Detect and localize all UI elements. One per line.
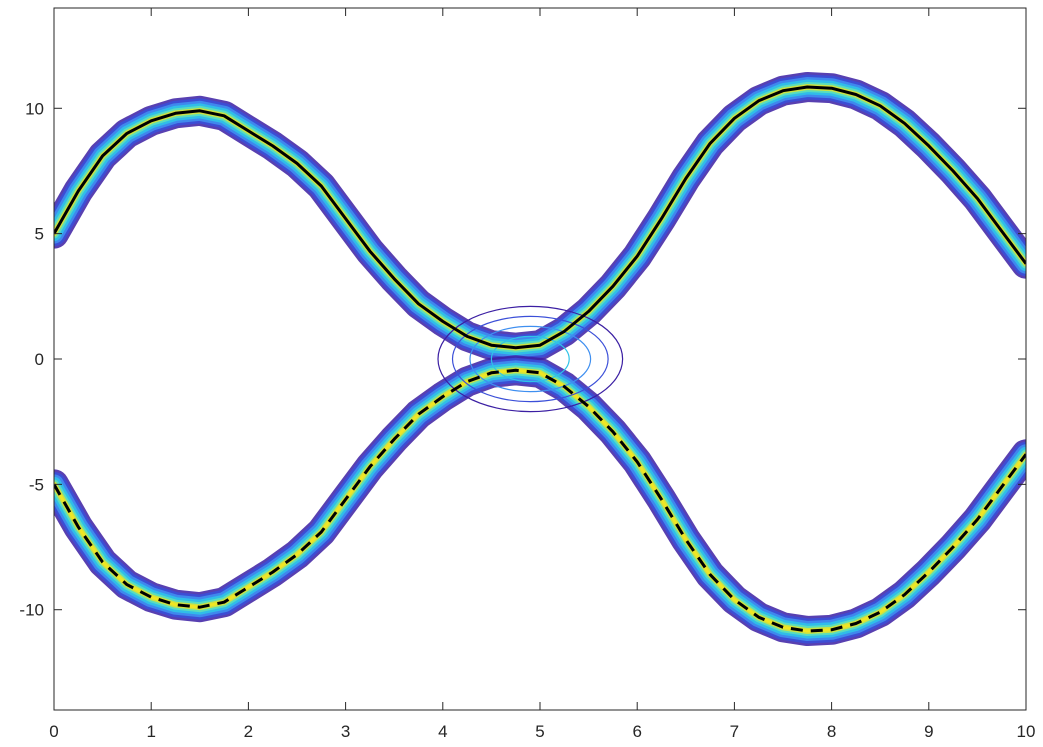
x-tick-label: 4 bbox=[438, 722, 447, 741]
y-tick-label: 0 bbox=[35, 350, 44, 369]
x-tick-label: 0 bbox=[49, 722, 58, 741]
x-tick-label: 1 bbox=[146, 722, 155, 741]
crossing-contour-ring bbox=[469, 325, 592, 393]
density-contour-band bbox=[54, 368, 1026, 633]
x-tick-label: 3 bbox=[341, 722, 350, 741]
y-tick-label: 10 bbox=[25, 99, 44, 118]
crossing-contour-ring bbox=[490, 335, 570, 383]
x-tick-label: 7 bbox=[730, 722, 739, 741]
crossing-contour-ring bbox=[451, 315, 609, 403]
x-tick-label: 9 bbox=[924, 722, 933, 741]
x-tick-label: 10 bbox=[1017, 722, 1036, 741]
y-tick-label: -10 bbox=[19, 601, 44, 620]
x-tick-label: 8 bbox=[827, 722, 836, 741]
series-layer bbox=[54, 85, 1026, 633]
y-tick-label: 5 bbox=[35, 225, 44, 244]
x-tick-label: 6 bbox=[632, 722, 641, 741]
series-line-solid bbox=[54, 85, 1026, 350]
y-axis: -10 -5 0 5 10 bbox=[19, 99, 1026, 620]
x-axis: 0 1 2 3 4 5 6 7 8 9 10 bbox=[49, 8, 1035, 741]
crossing-contour-ring bbox=[437, 305, 624, 413]
x-tick-label: 2 bbox=[244, 722, 253, 741]
y-tick-label: -5 bbox=[29, 475, 44, 494]
x-tick-label: 5 bbox=[535, 722, 544, 741]
